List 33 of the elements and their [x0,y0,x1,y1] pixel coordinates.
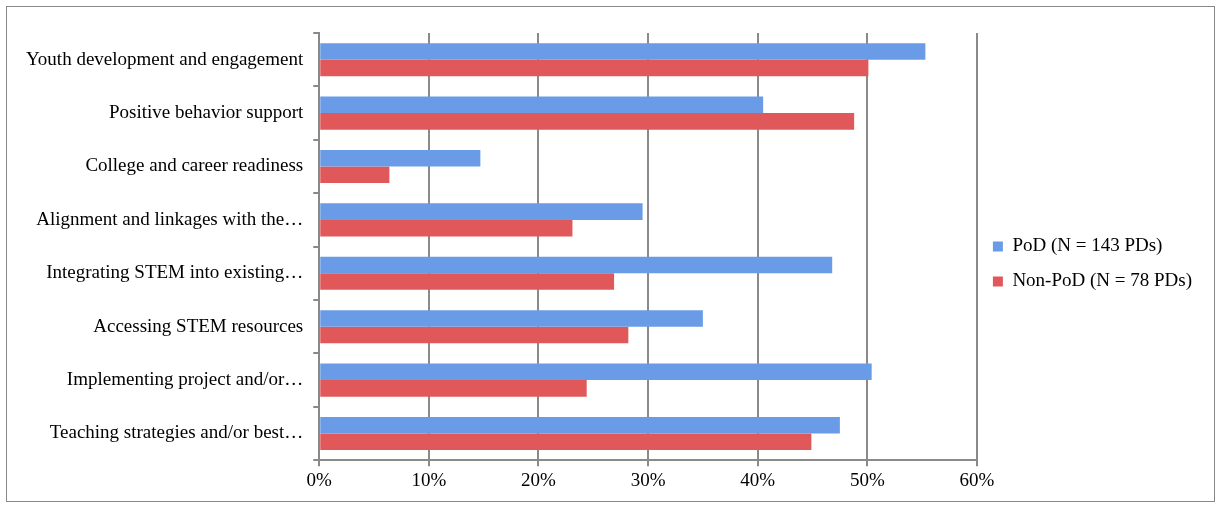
bar [320,380,587,397]
bar [320,256,833,274]
y-tick-label: Teaching strategies and/or best… [49,421,304,443]
y-tick-label: College and career readiness [85,154,304,176]
x-tick-label: 60% [959,468,995,490]
bar [320,219,573,237]
bar [320,203,643,220]
y-tick-label: Positive behavior support [109,101,304,123]
bar [320,59,869,77]
legend-label: PoD (N = 143 PDs) [1012,234,1163,257]
y-tick-label: Youth development and engagement [26,47,304,69]
bar [320,433,812,451]
y-tick-label: Implementing project and/or… [66,368,304,390]
y-tick-label: Alignment and linkages with the… [36,207,304,229]
x-tick-label: 50% [849,468,885,490]
bar [320,149,481,167]
bar [320,96,764,114]
bar [320,416,840,434]
bar [320,363,872,381]
bar [320,43,926,60]
bar [320,273,615,290]
bar [320,113,855,130]
x-tick-label: 0% [306,468,333,490]
x-tick-label: 10% [411,468,447,490]
x-tick-label: 20% [521,468,557,490]
y-tick-label: Accessing STEM resources [93,314,304,336]
y-tick-label: Integrating STEM into existing… [46,261,304,283]
bar [320,326,629,344]
x-tick-label: 30% [630,468,666,490]
bar [320,310,703,327]
legend-label: Non-PoD (N = 78 PDs) [1012,269,1192,292]
bar [320,166,390,184]
x-tick-label: 40% [740,468,776,490]
